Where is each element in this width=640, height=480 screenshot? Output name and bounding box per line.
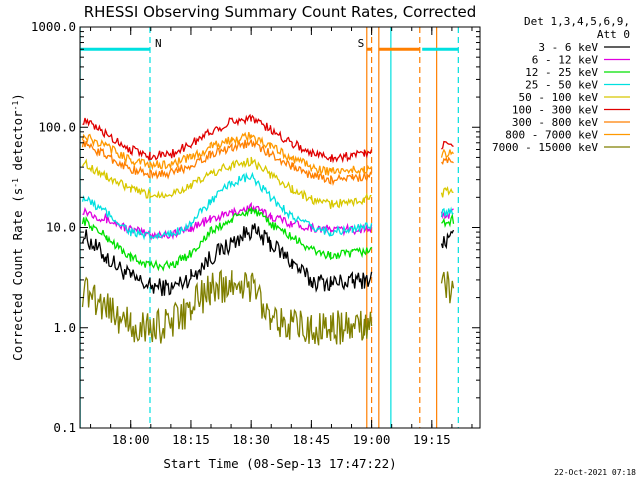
y-tick-label: 1.0 xyxy=(53,320,76,335)
chart-title: RHESSI Observing Summary Count Rates, Co… xyxy=(84,3,477,21)
legend-label: 25 - 50 keV xyxy=(525,79,598,92)
y-axis-label: Corrected Count Rate (s-1 detector-1) xyxy=(10,93,25,361)
legend-header-line1: Det 1,3,4,5,6,9, xyxy=(524,15,630,28)
series-line xyxy=(81,205,455,272)
legend-label: 12 - 25 keV xyxy=(525,66,598,79)
y-tick-label: 10.0 xyxy=(46,220,76,235)
x-tick-label: 18:00 xyxy=(112,432,150,447)
x-tick-label: 18:45 xyxy=(293,432,331,447)
x-tick-label: 18:30 xyxy=(232,432,270,447)
y-tick-label: 100.0 xyxy=(38,119,76,134)
flag-label: N xyxy=(155,37,162,50)
series-line xyxy=(81,223,455,297)
x-tick-label: 19:00 xyxy=(353,432,391,447)
series-line xyxy=(81,131,454,176)
legend-label: 300 - 800 keV xyxy=(512,116,598,129)
legend-label: 7000 - 15000 keV xyxy=(492,141,598,154)
legend-label: 50 - 100 keV xyxy=(519,91,599,104)
y-tick-label: 0.1 xyxy=(53,420,76,435)
series-line xyxy=(81,269,455,346)
legend-label: 3 - 6 keV xyxy=(538,41,598,54)
series-line xyxy=(82,113,454,164)
x-axis-label: Start Time (08-Sep-13 17:47:22) xyxy=(163,456,396,471)
x-tick-label: 18:15 xyxy=(172,432,210,447)
y-axis: 0.1 1.0 10.0 100.0 1000.0 xyxy=(31,19,480,435)
y-tick-label: 1000.0 xyxy=(31,19,76,34)
series-line xyxy=(81,171,454,241)
footer-timestamp: 22-Oct-2021 07:18 xyxy=(554,468,636,477)
flag-label: S xyxy=(358,37,365,50)
series-line xyxy=(81,138,454,187)
series-line xyxy=(81,156,454,210)
legend-header-line2: Att 0 xyxy=(597,28,630,41)
x-axis: 18:00 18:15 18:30 18:45 19:00 19:15 xyxy=(90,27,473,447)
x-tick-label: 19:15 xyxy=(413,432,451,447)
series-lines xyxy=(81,113,455,346)
legend-label: 800 - 7000 keV xyxy=(505,129,598,142)
legend-label: 100 - 300 keV xyxy=(512,104,598,117)
legend-label: 6 - 12 keV xyxy=(532,54,599,67)
